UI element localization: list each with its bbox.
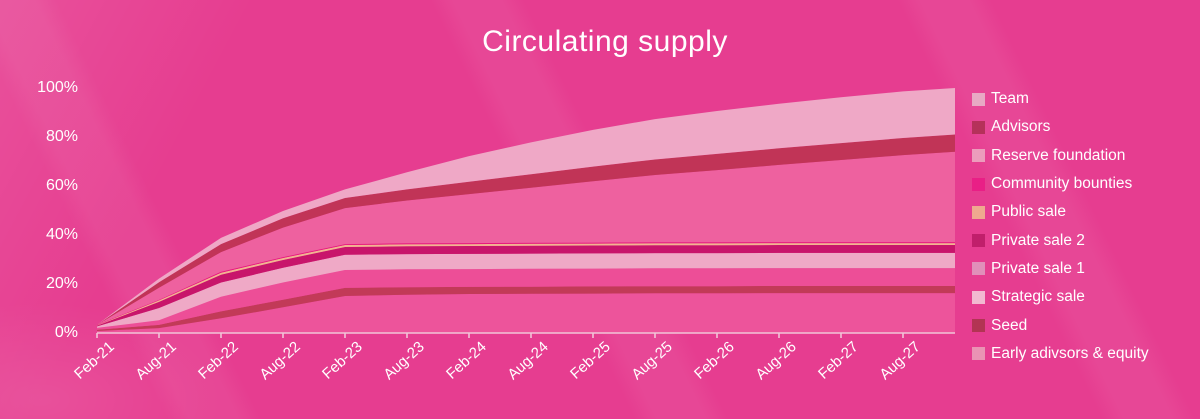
legend-label: Advisors (991, 118, 1051, 136)
y-axis-label: 100% (37, 79, 78, 96)
area-early-adivsors-equity (97, 293, 955, 333)
legend-item-early-adivsors-equity: Early adivsors & equity (972, 340, 1149, 368)
chart-title: Circulating supply (482, 25, 728, 58)
legend-swatch-icon (972, 347, 985, 361)
legend-swatch-icon (972, 120, 985, 134)
area-advisors (97, 134, 955, 325)
y-axis-label: 40% (45, 226, 78, 243)
area-private-sale-1 (97, 252, 955, 328)
legend-item-strategic-sale: Strategic sale (972, 283, 1149, 311)
area-strategic-sale (97, 268, 955, 330)
legend-swatch-icon (972, 149, 985, 163)
area-reserve-foundation (97, 151, 955, 325)
legend-swatch-icon (972, 205, 985, 219)
legend-label: Strategic sale (991, 288, 1085, 306)
legend-swatch-icon (972, 319, 985, 333)
area-seed (97, 286, 955, 331)
legend-label: Community bounties (991, 175, 1133, 193)
legend-item-reserve-foundation: Reserve foundation (972, 142, 1149, 170)
y-axis-label: 80% (45, 128, 78, 145)
legend-item-private-sale-2: Private sale 2 (972, 226, 1149, 254)
legend-item-seed: Seed (972, 311, 1149, 339)
legend-item-advisors: Advisors (972, 113, 1149, 141)
legend-item-private-sale-1: Private sale 1 (972, 255, 1149, 283)
legend-swatch-icon (972, 177, 985, 191)
legend-label: Early adivsors & equity (991, 344, 1149, 362)
x-axis-line (96, 332, 955, 338)
legend-item-public-sale: Public sale (972, 198, 1149, 226)
legend-label: Seed (991, 316, 1028, 334)
legend-label: Public sale (991, 203, 1066, 221)
legend-label: Reserve foundation (991, 146, 1126, 164)
legend-swatch-icon (972, 262, 985, 276)
y-axis-label: 20% (45, 275, 78, 292)
area-team (97, 88, 955, 325)
y-axis-label: 0% (54, 324, 78, 341)
legend-label: Private sale 1 (991, 259, 1085, 277)
y-axis-label: 60% (45, 177, 78, 194)
legend-swatch-icon (972, 92, 985, 106)
legend-item-community-bounties: Community bounties (972, 170, 1149, 198)
legend-label: Team (991, 90, 1029, 108)
legend-swatch-icon (972, 290, 985, 304)
legend-item-team: Team (972, 85, 1149, 113)
legend-swatch-icon (972, 234, 985, 248)
legend-label: Private sale 2 (991, 231, 1085, 249)
legend: Team Advisors Reserve foundation Community … (972, 85, 1149, 368)
